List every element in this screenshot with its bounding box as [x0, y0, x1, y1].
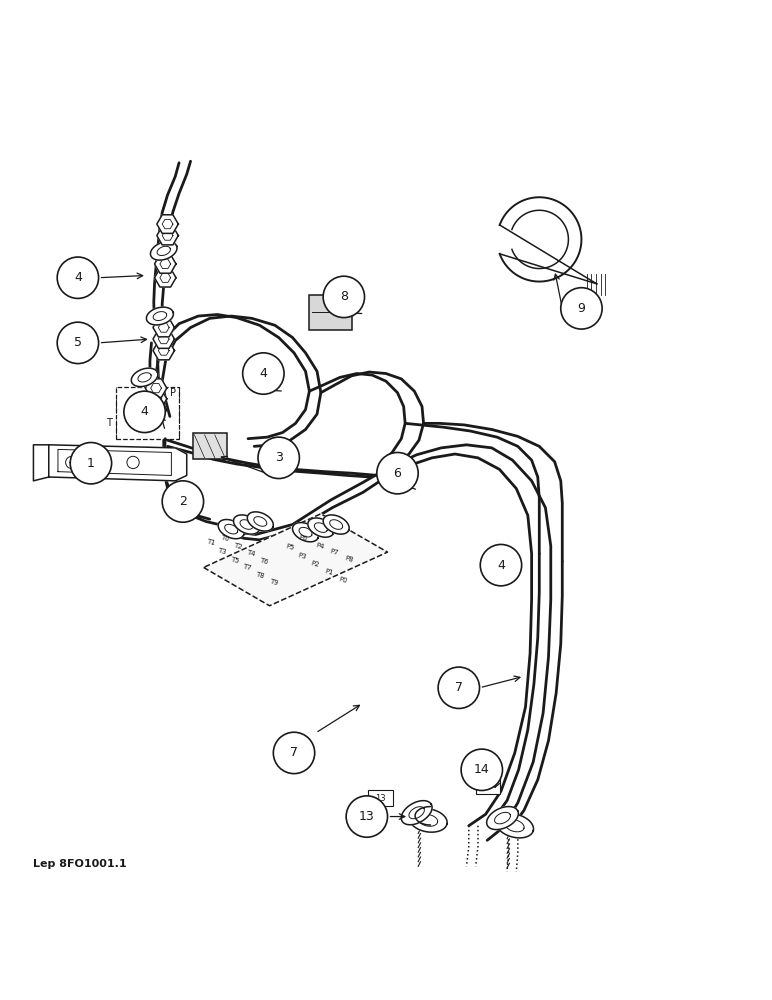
Text: P1: P1 [324, 568, 334, 576]
Polygon shape [486, 807, 518, 830]
Text: T9: T9 [269, 578, 279, 586]
Text: 7: 7 [455, 681, 462, 694]
Text: 13: 13 [359, 810, 374, 823]
Text: T8: T8 [256, 571, 266, 579]
Text: P8: P8 [344, 555, 354, 563]
Circle shape [70, 443, 112, 484]
Text: T1: T1 [206, 538, 216, 546]
Polygon shape [157, 226, 178, 245]
Text: 4: 4 [74, 271, 82, 284]
Circle shape [461, 749, 503, 790]
Circle shape [560, 288, 602, 329]
Text: T5: T5 [230, 556, 240, 564]
Text: 4: 4 [141, 405, 148, 418]
Polygon shape [145, 400, 167, 419]
Text: T7: T7 [242, 563, 252, 571]
Polygon shape [147, 307, 174, 325]
Text: 9: 9 [577, 302, 585, 315]
Text: P4: P4 [315, 542, 325, 550]
Text: P3: P3 [296, 552, 306, 560]
Text: T: T [106, 418, 111, 428]
Polygon shape [409, 809, 447, 832]
Circle shape [377, 452, 418, 494]
Polygon shape [145, 390, 167, 408]
Polygon shape [153, 330, 174, 348]
Polygon shape [247, 512, 273, 531]
Text: P5: P5 [286, 544, 295, 552]
Circle shape [438, 667, 479, 708]
Text: P0: P0 [338, 576, 348, 584]
Text: 8: 8 [340, 290, 348, 303]
Text: T3: T3 [217, 547, 227, 555]
Polygon shape [153, 318, 174, 337]
Circle shape [124, 391, 165, 433]
Text: 6: 6 [394, 467, 401, 480]
Polygon shape [323, 515, 349, 534]
FancyBboxPatch shape [193, 433, 226, 459]
Polygon shape [293, 523, 319, 542]
Text: T4: T4 [245, 550, 256, 558]
Circle shape [323, 276, 364, 318]
Text: 14: 14 [145, 394, 157, 403]
Circle shape [480, 544, 522, 586]
FancyBboxPatch shape [310, 295, 352, 330]
Text: P6: P6 [298, 534, 308, 542]
Text: 1: 1 [87, 457, 95, 470]
Text: P: P [170, 388, 176, 398]
FancyBboxPatch shape [476, 778, 500, 794]
Text: Lep 8FO1001.1: Lep 8FO1001.1 [33, 859, 127, 869]
Text: 5: 5 [74, 336, 82, 349]
Polygon shape [233, 515, 259, 534]
Circle shape [162, 481, 204, 522]
Polygon shape [204, 514, 388, 606]
Text: 4: 4 [259, 367, 267, 380]
Circle shape [346, 796, 388, 837]
Polygon shape [154, 268, 176, 287]
Polygon shape [496, 814, 533, 838]
Polygon shape [145, 379, 167, 397]
FancyBboxPatch shape [368, 790, 393, 806]
Text: 14: 14 [482, 781, 493, 790]
Text: 2: 2 [179, 495, 187, 508]
Polygon shape [157, 215, 178, 233]
Text: T0: T0 [220, 534, 230, 542]
Text: 14: 14 [474, 763, 489, 776]
Circle shape [96, 456, 109, 469]
Polygon shape [308, 518, 334, 537]
Text: T2: T2 [232, 542, 242, 550]
Circle shape [57, 257, 99, 298]
Text: 4: 4 [497, 559, 505, 572]
Circle shape [66, 456, 78, 469]
Text: 3: 3 [275, 451, 283, 464]
Circle shape [258, 437, 300, 479]
Text: P7: P7 [329, 548, 339, 556]
Polygon shape [151, 242, 177, 260]
Polygon shape [153, 341, 174, 360]
Circle shape [57, 322, 99, 364]
Polygon shape [154, 255, 176, 273]
Text: T6: T6 [259, 557, 269, 565]
Polygon shape [401, 801, 432, 825]
Text: 13: 13 [375, 794, 386, 803]
Polygon shape [49, 445, 187, 481]
Polygon shape [131, 368, 157, 387]
Polygon shape [180, 491, 201, 506]
Polygon shape [218, 520, 244, 539]
Circle shape [273, 732, 315, 774]
Text: 7: 7 [290, 746, 298, 759]
Circle shape [127, 456, 139, 469]
Text: P2: P2 [310, 560, 320, 568]
Circle shape [242, 353, 284, 394]
